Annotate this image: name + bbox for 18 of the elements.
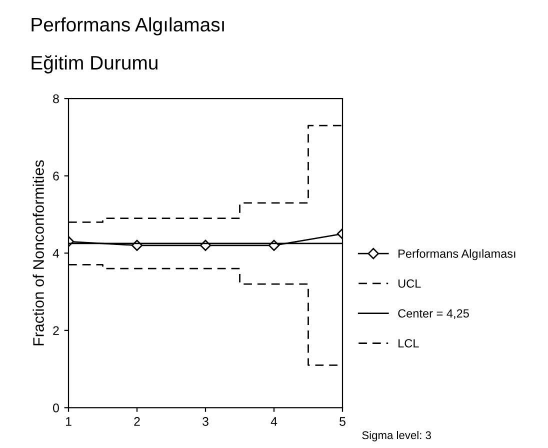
y-axis-title: Fraction of Nonconformities [32, 160, 44, 346]
legend-label: UCL [398, 279, 421, 288]
y-tick-label: 0 [53, 403, 59, 412]
text: Sigma level: 3 [362, 430, 431, 442]
legend-label: Performans Algılaması [398, 249, 516, 260]
x-tick-label: 5 [340, 417, 346, 426]
x-tick-label: 4 [270, 417, 278, 426]
legend-label: Center = 4,25 [398, 309, 469, 319]
x-tick-label: 2 [134, 417, 140, 426]
y-tick-label: 8 [53, 94, 59, 104]
y-tick-label: 6 [53, 172, 59, 180]
x-tick-label: 1 [66, 417, 72, 426]
x-tick-label: 3 [202, 417, 208, 426]
chart-subtitle: Eğitim Durumu [32, 55, 158, 74]
legend-label: LCL [398, 339, 419, 348]
chart-title: Performans Algılaması [32, 17, 224, 36]
y-tick-label: 4 [52, 249, 60, 258]
y-tick-label: 2 [53, 326, 59, 335]
